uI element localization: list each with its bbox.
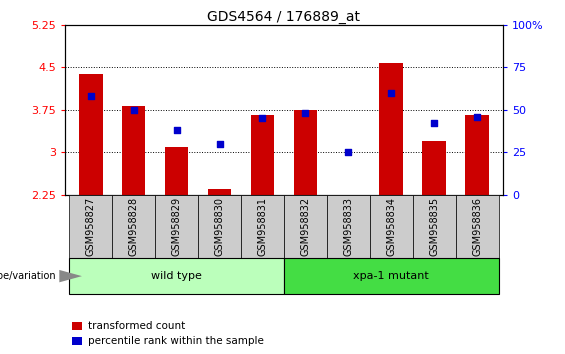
Bar (69, 258, 284, 294)
Point (172, 127, 181, 133)
Bar (284, 258, 498, 294)
Text: genotype/variation: genotype/variation (0, 271, 56, 281)
Bar (380, 63, 403, 195)
Text: GSM958829: GSM958829 (172, 197, 181, 256)
Text: GSM958830: GSM958830 (215, 197, 224, 256)
Text: wild type: wild type (151, 271, 202, 281)
Text: percentile rank within the sample: percentile rank within the sample (88, 336, 263, 346)
Bar (370, 195, 412, 258)
Text: xpa-1 mutant: xpa-1 mutant (353, 271, 429, 281)
Bar (241, 195, 284, 258)
Bar (165, 147, 188, 195)
Bar (208, 189, 231, 195)
Bar (112, 195, 155, 258)
Bar (327, 195, 370, 258)
Text: GSM958835: GSM958835 (429, 197, 439, 256)
Point (86, 93, 95, 99)
Bar (122, 106, 145, 195)
Bar (466, 115, 489, 195)
Bar (423, 141, 446, 195)
Bar (198, 195, 241, 258)
Point (344, 149, 353, 155)
Bar (284, 195, 327, 258)
Bar (251, 115, 274, 195)
Point (301, 110, 310, 116)
Point (215, 141, 224, 147)
Bar (69, 195, 112, 258)
Bar (455, 195, 498, 258)
Text: GSM958828: GSM958828 (129, 197, 138, 256)
Text: GSM958827: GSM958827 (86, 197, 95, 256)
Title: GDS4564 / 176889_at: GDS4564 / 176889_at (207, 10, 360, 24)
Bar (412, 195, 455, 258)
Text: GSM958836: GSM958836 (472, 197, 482, 256)
Polygon shape (59, 270, 82, 282)
Point (386, 90, 396, 96)
Point (472, 114, 481, 119)
Text: GSM958833: GSM958833 (344, 197, 353, 256)
Bar (155, 195, 198, 258)
Bar (79, 74, 102, 195)
Bar (294, 110, 317, 195)
Text: GSM958834: GSM958834 (386, 197, 396, 256)
Text: GSM958831: GSM958831 (258, 197, 267, 256)
Point (258, 115, 267, 121)
Bar (337, 195, 360, 196)
Point (429, 120, 438, 126)
Text: GSM958832: GSM958832 (301, 197, 310, 256)
Text: transformed count: transformed count (88, 321, 185, 331)
Point (129, 107, 138, 113)
